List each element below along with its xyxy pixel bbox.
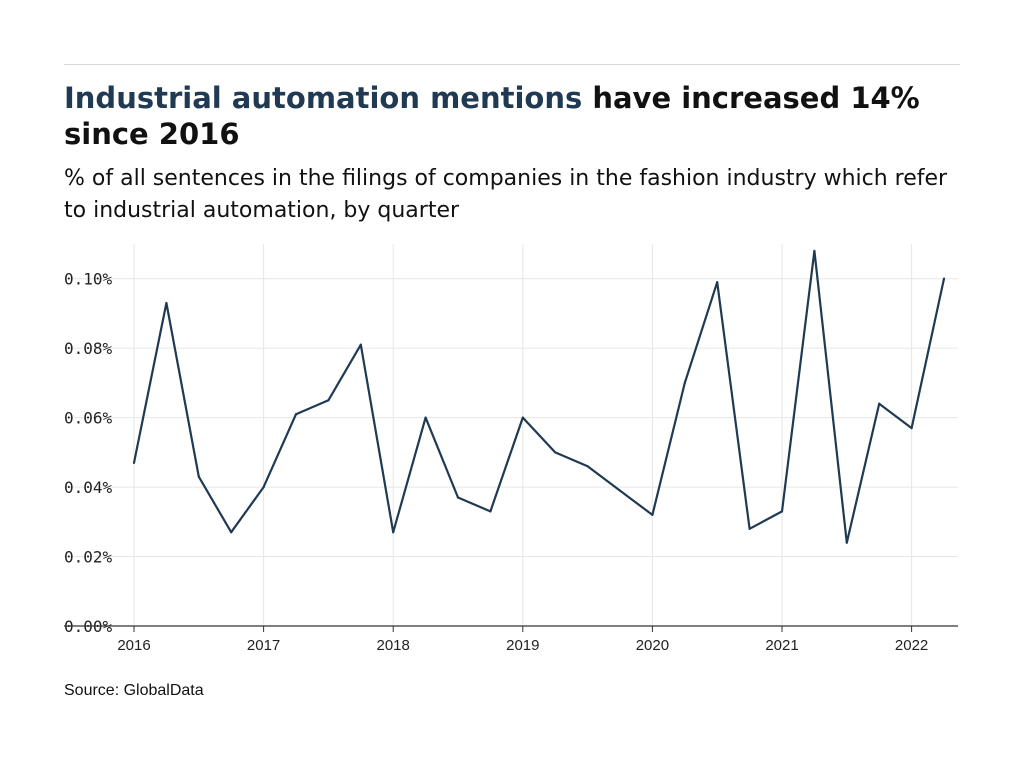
data-point — [359, 343, 362, 346]
data-point — [424, 416, 427, 419]
series-line — [132, 249, 946, 544]
data-point — [716, 281, 719, 284]
chart-title: Industrial automation mentions have incr… — [64, 80, 964, 152]
y-tick-label: 0.10% — [64, 270, 113, 289]
data-point — [780, 510, 784, 513]
data-point — [942, 277, 946, 280]
y-tick-label: 0.02% — [64, 548, 113, 567]
x-tick-label: 2022 — [895, 637, 928, 654]
y-tick-label: 0.04% — [64, 478, 113, 497]
top-divider — [64, 64, 960, 65]
x-tick-label: 2018 — [377, 637, 410, 654]
data-point — [327, 399, 330, 402]
data-point — [392, 531, 395, 534]
data-point — [456, 496, 460, 499]
chart-title-highlight: Industrial automation mentions — [64, 81, 583, 115]
data-point — [230, 531, 233, 534]
data-point — [910, 426, 913, 430]
data-point — [489, 510, 492, 513]
data-point — [813, 249, 816, 253]
series — [132, 249, 946, 544]
x-tick-label: 2019 — [506, 637, 539, 654]
data-point — [878, 402, 881, 405]
data-point — [651, 513, 654, 516]
data-point — [586, 465, 589, 468]
data-point — [197, 475, 200, 478]
data-point — [748, 527, 751, 530]
data-point — [165, 301, 168, 305]
x-tick-label: 2021 — [765, 637, 798, 654]
y-axis-tick-labels: 0.00%0.02%0.04%0.06%0.08%0.10% — [64, 270, 113, 636]
x-axis: 2016 2017 2018 2019 2020 2021 2022 — [64, 625, 958, 654]
y-tick-label: 0.08% — [64, 339, 113, 358]
y-tick-label: 0.06% — [64, 409, 113, 428]
chart-title-rest: have increased 14% since 2016 — [64, 81, 920, 151]
x-tick-label: 2020 — [636, 637, 669, 654]
data-point — [521, 416, 524, 419]
data-point — [554, 451, 557, 454]
chart-subtitle: % of all sentences in the filings of com… — [64, 166, 948, 223]
vertical-gridlines — [133, 244, 913, 626]
data-point — [132, 461, 136, 464]
data-point — [294, 413, 298, 416]
x-tick-label: 2016 — [117, 637, 150, 654]
source-note: Source: GlobalData — [64, 682, 204, 699]
data-point — [683, 381, 686, 385]
data-point — [262, 485, 265, 489]
data-point — [845, 541, 848, 544]
x-tick-label: 2017 — [247, 637, 280, 654]
horizontal-gridlines — [64, 278, 958, 558]
data-point — [618, 489, 622, 492]
